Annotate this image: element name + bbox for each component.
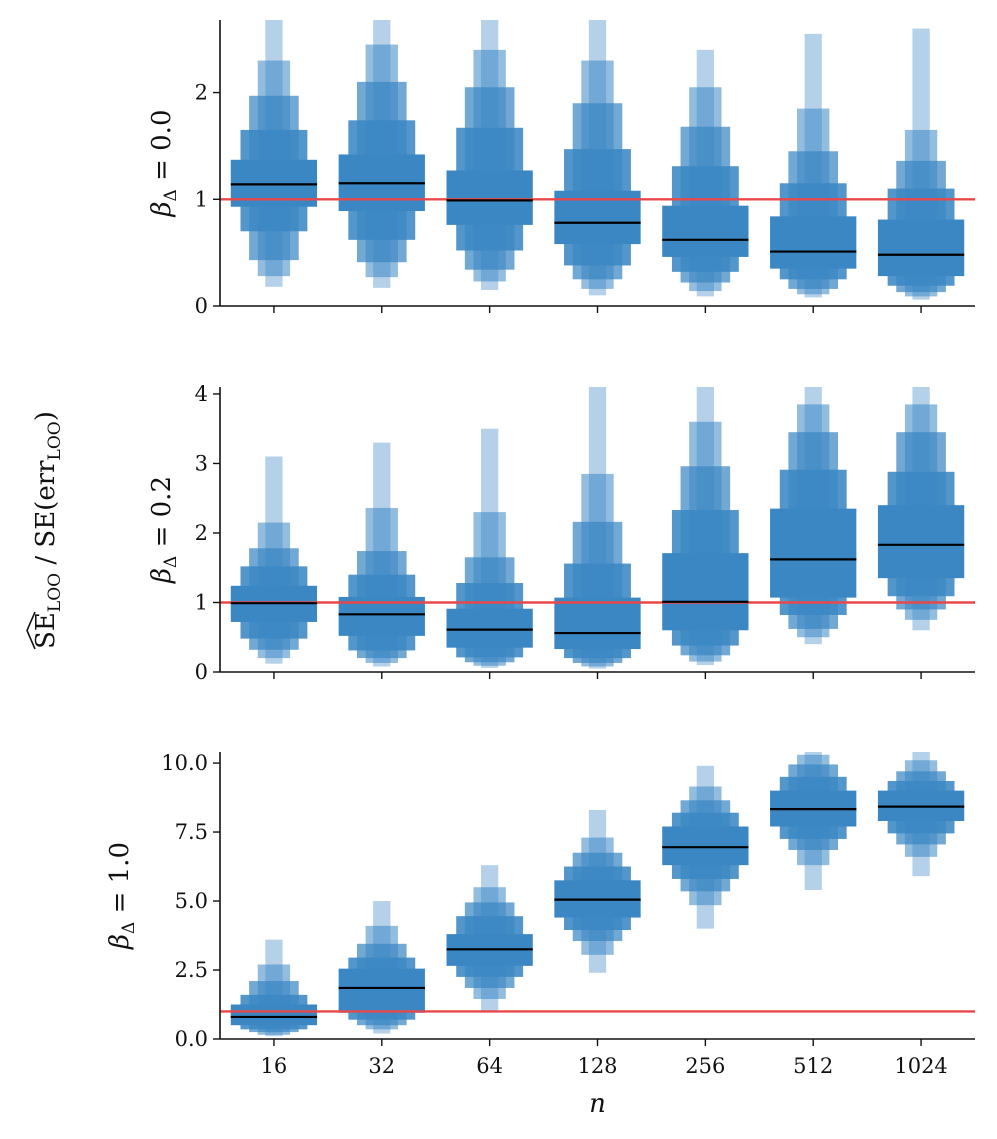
median-group [230, 543, 965, 635]
median-group [230, 805, 965, 1019]
y-tick-label: 4 [195, 382, 208, 406]
boxen-64 [446, 428, 533, 668]
boxen-512 [770, 387, 857, 645]
boxen-level-1 [554, 597, 641, 650]
x-tick-label: 1024 [894, 1054, 947, 1078]
y-tick-label: 1 [195, 187, 208, 211]
y-tick-label: 1 [195, 590, 208, 614]
se-hat-accent [26, 611, 36, 650]
boxen-level-1 [770, 216, 857, 269]
boxen-level-1 [230, 1004, 318, 1026]
boxen-level-1 [770, 508, 857, 598]
panel-label-text: βΔ = 1.0 [105, 842, 139, 950]
x-tick-label: 256 [685, 1054, 725, 1078]
panel-label: βΔ = 0.0 [147, 110, 181, 218]
boxen-128 [554, 809, 641, 973]
boxen-128 [554, 387, 641, 669]
boxen-512 [770, 33, 857, 298]
panel-beta-0-0: 0 1 2 βΔ = 0.0 [147, 20, 975, 318]
boxen-128 [554, 20, 641, 296]
y-tick-label: 2 [195, 521, 208, 545]
boxen-level-1 [662, 826, 749, 866]
x-tick-label: 64 [476, 1054, 503, 1078]
x-ticks: 16 32 64 128 256 512 1024 [261, 1039, 948, 1078]
y-ticks: 0 1 2 [195, 81, 220, 318]
panel-label-text: βΔ = 0.0 [147, 110, 181, 218]
boxen-level-1 [446, 608, 533, 648]
y-tick-label: 2 [195, 81, 208, 105]
boxen-group [230, 20, 965, 300]
boxen-16 [230, 939, 318, 1037]
y-tick-label: 5.0 [175, 889, 208, 913]
panel-beta-0-2: 0 1 2 3 4 βΔ = 0.2 [147, 382, 975, 684]
y-tick-label: 3 [195, 451, 208, 475]
boxen-1024 [877, 752, 965, 877]
boxen-group [230, 752, 965, 1037]
y-tick-label: 7.5 [175, 820, 208, 844]
panel-label: βΔ = 1.0 [105, 842, 139, 950]
x-tick-label: 128 [577, 1054, 617, 1078]
x-tick-label: 512 [793, 1054, 833, 1078]
boxen-16 [230, 20, 318, 287]
boxen-level-1 [877, 219, 965, 277]
boxen-level-1 [662, 553, 749, 631]
x-ticks [273, 672, 922, 679]
y-tick-label: 0 [195, 660, 208, 684]
boxen-level-1 [446, 170, 533, 225]
y-tick-label: 10.0 [161, 751, 208, 775]
boxen-level-1 [662, 205, 749, 257]
x-tick-label: 16 [261, 1054, 288, 1078]
x-ticks [273, 306, 922, 313]
boxen-64 [446, 865, 533, 1012]
boxen-512 [770, 752, 857, 890]
boxen-1024 [877, 387, 965, 631]
y-tick-label: 0 [195, 294, 208, 318]
panel-label: βΔ = 0.2 [147, 476, 181, 584]
boxen-32 [338, 901, 425, 1034]
boxen-1024 [877, 28, 965, 300]
y-ticks: 0.0 2.5 5.0 7.5 10.0 [161, 751, 220, 1051]
panel-label-text: βΔ = 0.2 [147, 476, 181, 584]
boxen-32 [338, 442, 425, 667]
x-axis-label: n [589, 1089, 606, 1119]
shared-ylabel-text: SELOO / SE(errLOO) [31, 411, 65, 649]
shared-ylabel: SELOO / SE(errLOO) [31, 411, 65, 649]
boxen-level-1 [877, 505, 965, 579]
y-tick-label: 0.0 [175, 1027, 208, 1051]
panel-beta-1-0: 0.0 2.5 5.0 7.5 10.0 16 32 64 128 256 512 1024 βΔ … [105, 751, 975, 1078]
boxen-32 [338, 20, 425, 288]
boxen-256 [662, 387, 749, 666]
y-tick-label: 2.5 [175, 958, 208, 982]
boxen-level-1 [338, 968, 425, 1013]
y-ticks: 0 1 2 3 4 [195, 382, 220, 684]
x-tick-label: 32 [368, 1054, 395, 1078]
boxen-16 [230, 456, 318, 664]
boxen-256 [662, 49, 749, 297]
boxen-64 [446, 20, 533, 290]
median-group [230, 182, 965, 256]
boxen-group [230, 387, 965, 669]
